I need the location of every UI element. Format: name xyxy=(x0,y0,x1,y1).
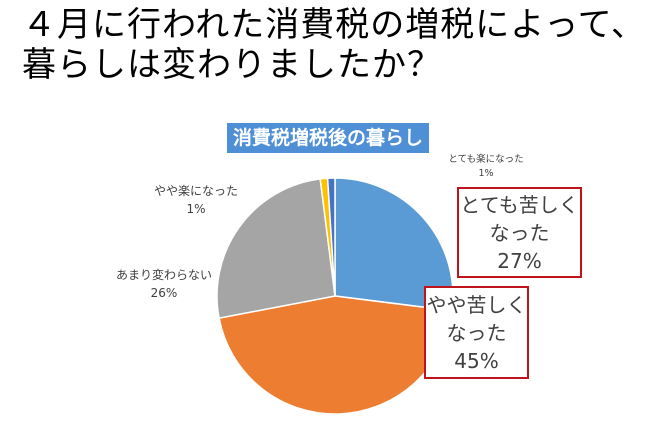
slice-label-very-hard-line-2: なった xyxy=(489,220,550,245)
slice-label-unchanged-pct: 26% xyxy=(150,286,178,300)
slice-label-somewhat-hard-line-1: やや苦しく xyxy=(426,292,527,317)
pie-slice-much-easier xyxy=(326,177,336,297)
slice-label-much-easier-line-1: とても楽になった xyxy=(448,154,524,165)
slice-label-very-hard-line-1: とても苦しく xyxy=(460,192,579,217)
slice-label-much-easier: とても楽になった 1% xyxy=(437,153,535,181)
slice-label-somewhat-hard: やや苦しく なった 45% xyxy=(424,286,529,379)
slice-label-very-hard: とても苦しく なった 27% xyxy=(457,187,582,278)
slice-label-somewhat-hard-pct: 45% xyxy=(454,348,499,373)
slice-label-somewhat-easier-line-1: やや楽になった xyxy=(153,184,238,198)
slice-label-unchanged-line-1: あまり変わらない xyxy=(115,268,212,282)
slice-label-somewhat-easier: やや楽になった 1% xyxy=(142,182,250,218)
slice-label-unchanged: あまり変わらない 26% xyxy=(104,266,224,302)
slice-label-somewhat-easier-pct: 1% xyxy=(186,202,206,216)
slice-label-somewhat-hard-line-2: なった xyxy=(446,320,507,345)
page-title-line-1: ４月に行われた消費税の増税によって、 xyxy=(22,5,646,45)
pie-slice-somewhat-hard xyxy=(218,295,453,415)
pie-slice-unchanged xyxy=(216,178,336,319)
page-title-line-2: 暮らしは変わりましたか？ xyxy=(22,45,442,85)
slice-label-very-hard-pct: 27% xyxy=(497,248,542,273)
slice-label-much-easier-pct: 1% xyxy=(478,168,494,179)
chart-title: 消費税増税後の暮らし xyxy=(227,123,430,153)
